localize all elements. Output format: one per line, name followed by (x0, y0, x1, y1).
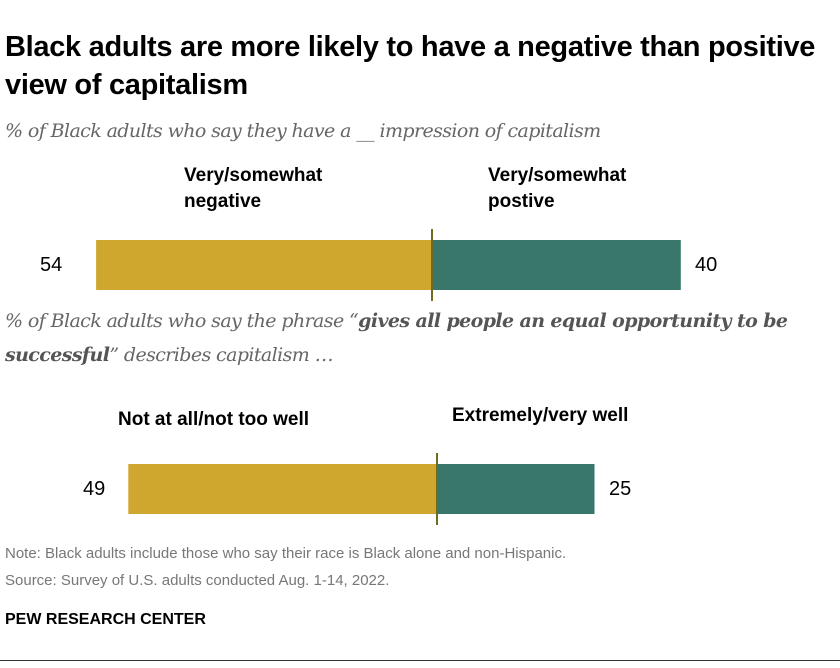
value-label: 40 (695, 254, 718, 276)
subtitle-2-bold: gives all people an equal opportunity to… (5, 310, 788, 366)
bar-negative (96, 240, 433, 290)
category-label-positive: Very/somewhat postive (488, 165, 627, 212)
bar-negative (128, 464, 438, 514)
subtitle-2-pre: % of Black adults who say the phrase “ (5, 310, 359, 332)
category-label-not-well: Not at all/not too well (118, 409, 310, 430)
value-label: 49 (83, 478, 106, 500)
source: Source: Survey of U.S. adults conducted … (5, 572, 390, 589)
bottom-rule (0, 660, 840, 661)
bar-positive (432, 240, 681, 290)
subtitle-2: % of Black adults who say the phrase “gi… (5, 304, 805, 372)
chart-title: Black adults are more likely to have a n… (5, 31, 816, 101)
category-label-negative: Very/somewhat negative (184, 165, 323, 212)
note: Note: Black adults include those who say… (5, 545, 567, 562)
value-label: 54 (40, 254, 63, 276)
pew-logo-text: PEW RESEARCH CENTER (5, 611, 206, 628)
bar-positive (437, 464, 595, 514)
category-label-very-well: Extremely/very well (452, 405, 629, 426)
subtitle-2-post: ” describes capitalism … (109, 344, 333, 366)
value-label: 25 (609, 478, 632, 500)
subtitle-1: % of Black adults who say they have a __… (5, 120, 601, 142)
